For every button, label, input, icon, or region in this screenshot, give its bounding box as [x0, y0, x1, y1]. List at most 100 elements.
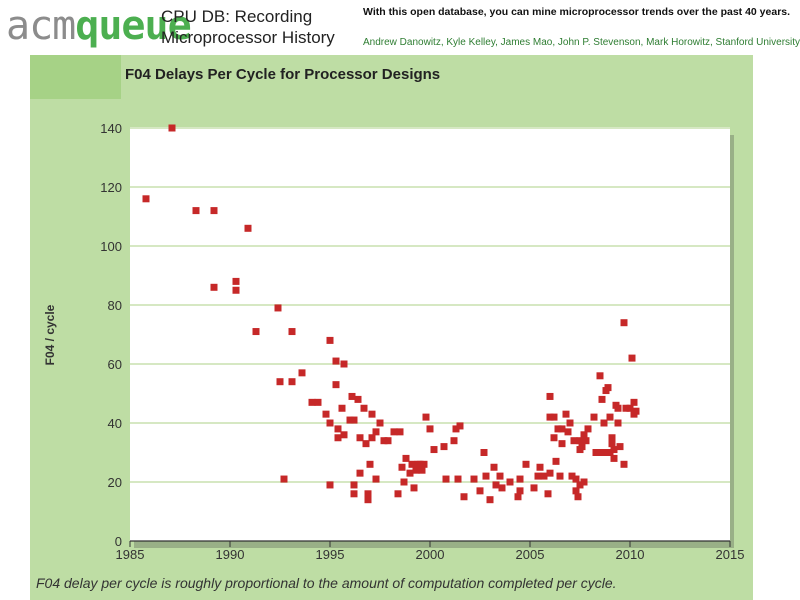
data-point [288, 328, 296, 336]
data-point [506, 478, 514, 486]
data-point [244, 224, 252, 232]
y-tick-label: 80 [108, 298, 122, 313]
data-point [430, 446, 438, 454]
data-point [572, 487, 580, 495]
data-point [380, 437, 388, 445]
data-point [350, 416, 358, 424]
data-point [600, 449, 608, 456]
data-point [620, 460, 628, 468]
data-point [530, 484, 538, 492]
x-tick-label: 1995 [316, 547, 345, 562]
article-title-line-2: Microprocessor History [161, 28, 335, 47]
data-point [416, 460, 424, 468]
article-title-line-1: CPU DB: Recording [161, 7, 313, 26]
data-point [376, 419, 384, 427]
x-tick-label: 2015 [716, 547, 745, 562]
data-point [418, 466, 426, 474]
data-point [402, 454, 410, 462]
data-point [308, 398, 316, 406]
article-tagline: With this open database, you can mine mi… [363, 6, 791, 18]
data-point [350, 490, 358, 498]
data-point [544, 490, 552, 498]
data-point [498, 484, 506, 492]
y-tick-label: 20 [108, 475, 122, 490]
y-tick-label: 60 [108, 357, 122, 372]
data-point [522, 460, 530, 468]
data-point [616, 443, 624, 451]
data-point [332, 381, 340, 389]
data-point [536, 463, 544, 471]
data-point [558, 440, 566, 448]
data-point [470, 475, 478, 483]
data-point [426, 425, 434, 433]
data-point [362, 440, 370, 448]
data-point [340, 431, 348, 439]
data-point [552, 457, 560, 465]
y-tick-label: 120 [100, 180, 122, 195]
data-point [368, 410, 376, 418]
y-tick-label: 40 [108, 416, 122, 431]
data-point [364, 490, 372, 498]
data-point [514, 493, 522, 501]
x-tick-label: 2010 [616, 547, 645, 562]
data-point [326, 336, 334, 344]
data-point [442, 475, 450, 483]
data-point [606, 449, 614, 456]
data-point [452, 425, 460, 433]
data-point [326, 481, 334, 489]
data-point [614, 404, 622, 412]
data-point [584, 425, 592, 433]
y-tick-label: 100 [100, 239, 122, 254]
data-point [326, 419, 334, 427]
data-point [486, 496, 494, 504]
data-point [580, 431, 588, 439]
x-tick-label: 1985 [116, 547, 145, 562]
data-point [480, 449, 488, 456]
data-point [210, 283, 218, 291]
data-point [492, 481, 500, 489]
data-point [332, 357, 340, 365]
data-point [280, 475, 288, 483]
chart-title: F04 Delays Per Cycle for Processor Desig… [125, 66, 441, 83]
data-point [346, 416, 354, 424]
y-tick-label: 140 [100, 121, 122, 136]
data-point [450, 437, 458, 445]
data-point [274, 304, 282, 312]
data-point [360, 404, 368, 412]
data-point [632, 407, 640, 415]
data-point [350, 481, 358, 489]
data-point [608, 434, 616, 442]
data-point [334, 434, 342, 442]
data-point [576, 437, 584, 445]
data-point [628, 354, 636, 362]
data-point [476, 487, 484, 495]
data-point [546, 469, 554, 477]
header: acmqueue CPU DB: Recording Microprocesso… [0, 0, 800, 52]
data-point [454, 475, 462, 483]
acmqueue-logo[interactable]: acmqueue [6, 3, 192, 49]
data-point [516, 475, 524, 483]
data-point [322, 410, 330, 418]
data-point [356, 434, 364, 442]
data-point [372, 475, 380, 483]
chart-caption: F04 delay per cycle is roughly proportio… [36, 575, 617, 591]
data-point [546, 392, 554, 400]
plot-area [130, 128, 730, 541]
data-point [582, 437, 590, 445]
data-point [596, 372, 604, 380]
logo-acm-text: acm [6, 3, 76, 49]
data-point [608, 440, 616, 448]
data-point [568, 472, 576, 480]
data-point [422, 413, 430, 421]
data-point [408, 460, 416, 468]
data-point [394, 490, 402, 498]
data-point [630, 398, 638, 406]
article-title: CPU DB: Recording Microprocessor History [161, 6, 335, 48]
x-tick-label: 2005 [516, 547, 545, 562]
chart-panel-tab [30, 55, 121, 99]
data-point [232, 277, 240, 285]
data-point [314, 398, 322, 406]
data-point [556, 472, 564, 480]
data-point [232, 286, 240, 294]
